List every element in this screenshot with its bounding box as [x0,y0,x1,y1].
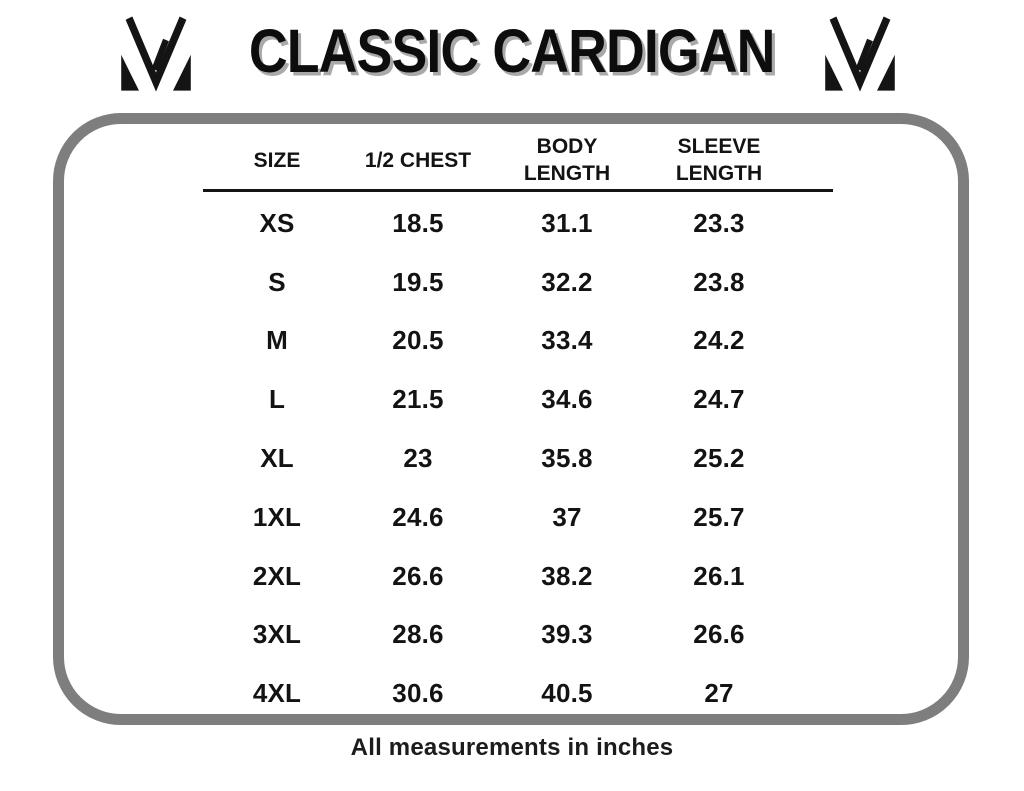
body-length-cell: 39.3 [541,619,593,650]
column-header-label: BODY LENGTH [523,135,611,185]
sleeve-length-cell: 24.2 [693,325,745,356]
sleeve-length-cell: 25.2 [693,443,745,474]
half-chest-cell: 19.5 [392,266,444,297]
body-length-cell: 38.2 [541,560,593,591]
size-chart-frame [53,113,969,725]
sleeve-length-cell: 26.6 [693,619,745,650]
column-header-size: SIZE [203,147,351,174]
body-length-cell: 37 [552,501,582,532]
half-chest-cell: 21.5 [392,384,444,415]
size-cell: M [266,325,288,356]
table-body: XS 18.5 31.1 23.3 S 19.5 32.2 23.8 M 20.… [203,192,833,723]
sleeve-length-cell: 26.1 [693,560,745,591]
measurements-note: All measurements in inches [350,734,674,761]
size-cell: XS [259,207,295,238]
size-table: SIZE 1/2 CHEST BODY LENGTH SLEEVE LENGTH… [203,131,833,723]
size-cell: 3XL [252,619,302,650]
sleeve-length-cell: 24.7 [693,384,745,415]
half-chest-cell: 26.6 [392,560,444,591]
body-length-cell: 32.2 [541,266,593,297]
body-length-cell: 40.5 [541,678,593,709]
half-chest-cell: 30.6 [392,678,444,709]
size-cell: XL [260,443,294,474]
size-cell: 2XL [252,560,302,591]
half-chest-cell: 23 [403,443,433,474]
header: CLASSIC CARDIGAN [0,21,1024,82]
column-header-sleeve-length: SLEEVE LENGTH [649,133,789,187]
header-divider [203,189,833,192]
column-header-label: SIZE [253,148,301,172]
sleeve-length-cell: 23.8 [693,266,745,297]
body-length-cell: 35.8 [541,443,593,474]
brand-m-monogram-icon-right [825,16,895,92]
page-title: CLASSIC CARDIGAN [249,17,776,85]
column-header-half-chest: 1/2 CHEST [351,147,485,174]
body-length-cell: 33.4 [541,325,593,356]
sleeve-length-cell: 25.7 [693,501,745,532]
half-chest-cell: 28.6 [392,619,444,650]
size-cell: S [268,266,286,297]
half-chest-cell: 20.5 [392,325,444,356]
body-length-cell: 34.6 [541,384,593,415]
size-cell: L [268,384,286,415]
sleeve-length-cell: 27 [704,678,734,709]
column-header-body-length: BODY LENGTH [485,133,649,187]
size-cell: 1XL [252,501,302,532]
brand-m-monogram-icon-left [121,16,191,92]
half-chest-cell: 18.5 [392,207,444,238]
sleeve-length-cell: 23.3 [693,207,745,238]
column-header-label: 1/2 CHEST [364,148,472,172]
column-header-label: SLEEVE LENGTH [675,135,763,185]
table-header-row: SIZE 1/2 CHEST BODY LENGTH SLEEVE LENGTH [203,131,833,189]
half-chest-cell: 24.6 [392,501,444,532]
body-length-cell: 31.1 [541,207,593,238]
size-cell: 4XL [252,678,302,709]
